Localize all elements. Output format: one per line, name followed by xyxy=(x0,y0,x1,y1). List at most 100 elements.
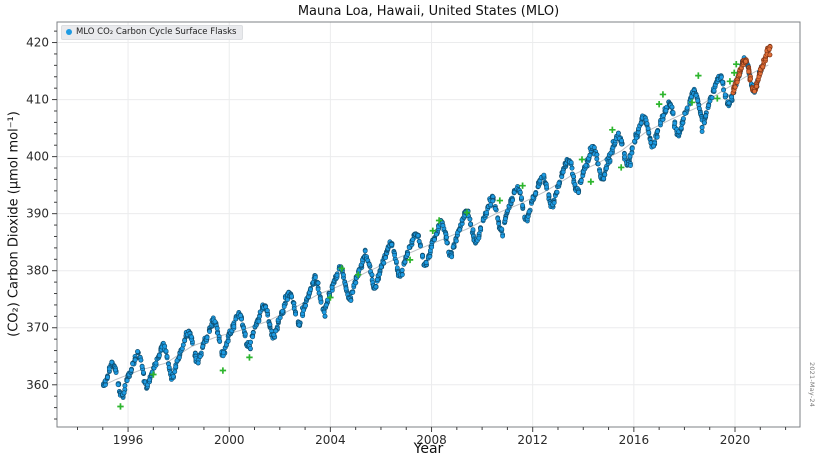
flask-sample-point xyxy=(622,154,628,160)
flask-sample-point xyxy=(238,313,243,318)
flask-sample-point xyxy=(440,223,446,228)
flagged-sample-marker xyxy=(463,209,471,216)
flask-sample-point xyxy=(217,338,223,344)
flask-sample-point xyxy=(402,259,408,265)
flask-sample-point xyxy=(378,264,384,270)
y-tick-label: 360 xyxy=(26,378,49,392)
x-tick-label: 2012 xyxy=(517,433,548,447)
flask-sample-point xyxy=(231,324,237,329)
flask-sample-point xyxy=(312,275,318,280)
flagged-sample-marker xyxy=(429,227,436,234)
flask-sample-point xyxy=(658,120,663,126)
flask-sample-point xyxy=(619,138,624,144)
flask-sample-point xyxy=(431,237,437,243)
flask-sample-point xyxy=(587,152,593,158)
flask-sample-point xyxy=(591,145,597,150)
flask-sample-point xyxy=(273,328,279,334)
flagged-sample-marker xyxy=(406,256,414,264)
flask-sample-point xyxy=(366,261,372,267)
flask-sample-point xyxy=(453,238,459,244)
flask-sample-point xyxy=(526,209,532,215)
flask-sample-point xyxy=(684,105,690,111)
flask-sample-point xyxy=(383,255,388,261)
flask-sample-point xyxy=(476,235,482,241)
flask-sample-point xyxy=(499,226,505,232)
flask-sample-point xyxy=(195,360,201,366)
flask-sample-point xyxy=(212,319,218,324)
flask-sample-point xyxy=(423,260,429,265)
flask-sample-point xyxy=(767,52,773,58)
flagged-sample-marker xyxy=(150,371,157,378)
flask-sample-point xyxy=(214,325,220,331)
flask-sample-point xyxy=(682,111,688,116)
flask-sample-point xyxy=(633,135,639,141)
flask-sample-point xyxy=(405,251,411,257)
flask-sample-point xyxy=(602,172,608,177)
flask-sample-point xyxy=(389,242,395,247)
flask-sample-point xyxy=(734,79,740,85)
flask-sample-point xyxy=(138,357,144,363)
flask-sample-point xyxy=(285,297,290,302)
flask-sample-point xyxy=(604,165,609,171)
flask-sample-point xyxy=(128,367,134,373)
flask-sample-point xyxy=(495,216,501,222)
flask-sample-point xyxy=(701,120,707,126)
flask-sample-point xyxy=(766,46,772,52)
flask-sample-point xyxy=(594,156,600,162)
flask-sample-point xyxy=(488,202,494,208)
flask-sample-point xyxy=(729,94,734,100)
flask-sample-point xyxy=(737,72,742,78)
flask-sample-point xyxy=(510,197,515,203)
flask-sample-point xyxy=(544,184,549,190)
flask-sample-point xyxy=(427,254,433,259)
flask-sample-point xyxy=(279,308,285,314)
flask-sample-point xyxy=(315,280,321,286)
flask-sample-point xyxy=(569,165,575,171)
flask-sample-point xyxy=(752,88,757,94)
y-tick-label: 380 xyxy=(26,264,49,278)
x-tick-label: 2020 xyxy=(720,433,751,447)
x-axis-title: Year xyxy=(413,441,444,457)
flask-sample-point xyxy=(162,343,168,349)
flask-sample-point xyxy=(444,234,449,240)
flagged-sample-marker xyxy=(435,217,443,224)
flask-sample-point xyxy=(663,108,669,113)
legend-item-mlo-flasks[interactable]: MLO CO₂ Carbon Cycle Surface Flasks xyxy=(61,25,244,40)
flask-sample-point xyxy=(353,280,359,286)
flask-sample-point xyxy=(410,237,416,243)
flask-sample-point xyxy=(743,58,749,64)
flagged-sample-marker xyxy=(246,354,253,361)
flask-sample-point xyxy=(293,311,298,317)
flask-sample-point xyxy=(571,174,576,179)
flask-sample-point xyxy=(669,104,675,110)
flask-sample-point xyxy=(418,243,423,249)
y-tick-label: 420 xyxy=(26,36,49,50)
flask-sample-point xyxy=(726,100,732,106)
flask-sample-point xyxy=(267,322,273,327)
flask-sample-point xyxy=(250,334,256,340)
flagged-sample-marker xyxy=(688,99,696,106)
flask-sample-point xyxy=(595,161,601,167)
flask-sample-point xyxy=(121,390,127,396)
flask-sample-point xyxy=(271,332,277,338)
flask-sample-point xyxy=(484,210,489,215)
x-tick-label: 2000 xyxy=(214,433,245,447)
flagged-sample-marker xyxy=(587,178,595,185)
flask-sample-point xyxy=(156,353,162,358)
flask-sample-point xyxy=(153,360,159,366)
flask-sample-point xyxy=(576,189,581,195)
flask-sample-point xyxy=(225,338,231,344)
flask-sample-point xyxy=(670,110,676,115)
flask-sample-point xyxy=(748,76,753,82)
flask-sample-point xyxy=(166,365,172,370)
flask-sample-point xyxy=(204,335,210,340)
flask-sample-point xyxy=(719,74,724,80)
flask-sample-point xyxy=(170,373,176,379)
flagged-sample-marker xyxy=(726,78,734,85)
flask-sample-point xyxy=(597,168,603,174)
chart-title: Mauna Loa, Hawaii, United States (MLO) xyxy=(297,4,560,19)
flask-sample-point xyxy=(242,331,248,337)
flask-sample-point xyxy=(189,334,194,340)
flask-sample-point xyxy=(651,143,656,149)
